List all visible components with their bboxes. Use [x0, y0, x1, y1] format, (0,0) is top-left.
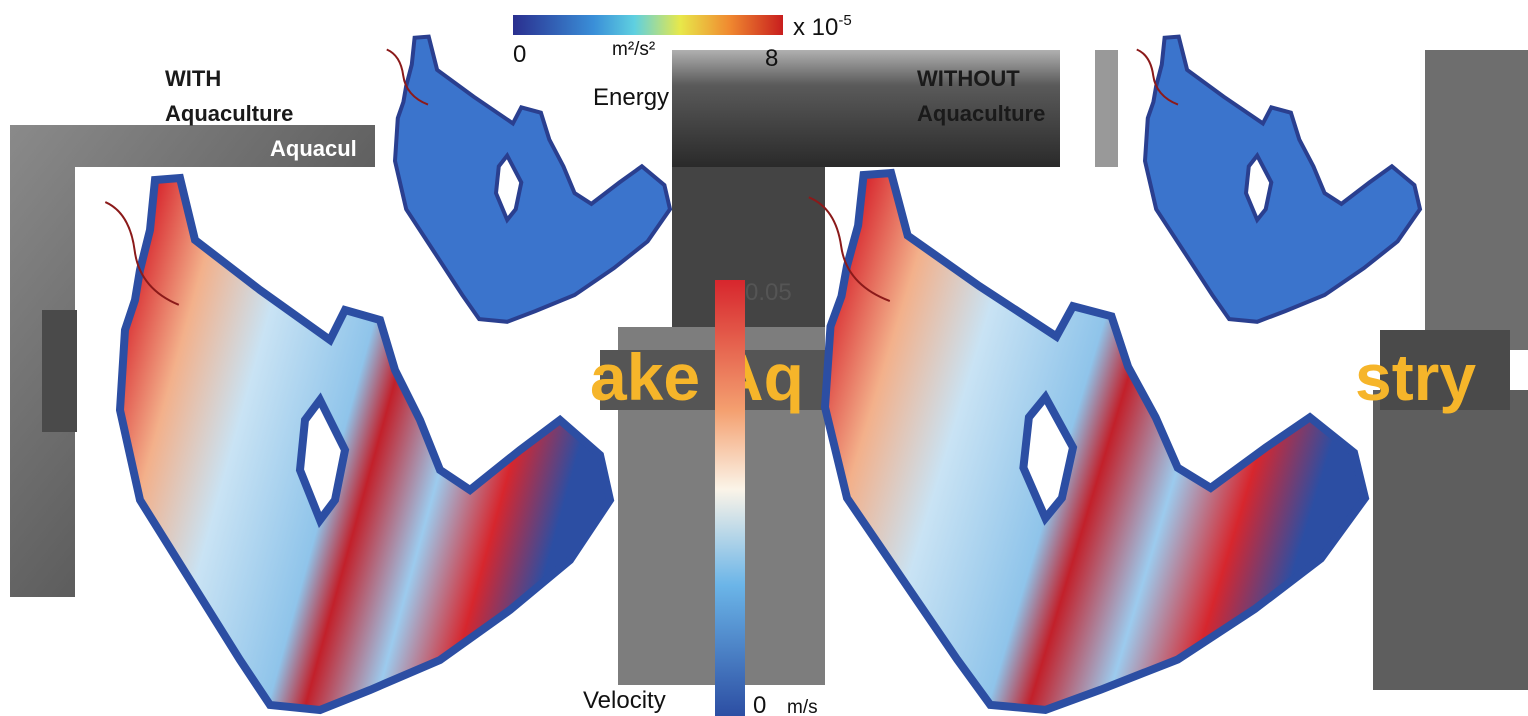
colorbar-min: 0 [753, 692, 766, 716]
colorbar-multiplier: x 10-5 [793, 12, 852, 41]
banner-text: stry [1355, 340, 1476, 414]
colorbar-max: 0.05 [745, 279, 792, 306]
banner-bar [42, 310, 77, 432]
panel-title: Aquaculture [165, 101, 293, 126]
figure: Aquacul ake Aq stry x 10-5 0 m²/s² 8 Ene… [0, 0, 1528, 716]
colorbar-min: 0 [513, 41, 526, 68]
panel-title: Aquaculture [917, 101, 1045, 126]
exponent: -5 [838, 12, 851, 29]
colorbar-max: 8 [765, 45, 778, 72]
velocity-colorbar [715, 280, 745, 716]
colorbar-unit: m²/s² [612, 39, 655, 60]
multiplier: x 10 [793, 14, 838, 41]
panel-title: WITH [165, 66, 221, 91]
colorbar-label: Velocity [583, 687, 666, 714]
photo-caption: Aquacul [270, 136, 357, 161]
photo [1095, 50, 1118, 167]
colorbar-label: Energy [593, 84, 669, 111]
photo [1373, 390, 1528, 690]
colorbar-unit: m/s [787, 697, 818, 716]
banner-text: ake Aq [590, 340, 804, 414]
panel-title: WITHOUT [917, 66, 1020, 91]
lake-map [1145, 37, 1420, 322]
photo [1425, 50, 1528, 350]
energy-colorbar [513, 15, 783, 35]
